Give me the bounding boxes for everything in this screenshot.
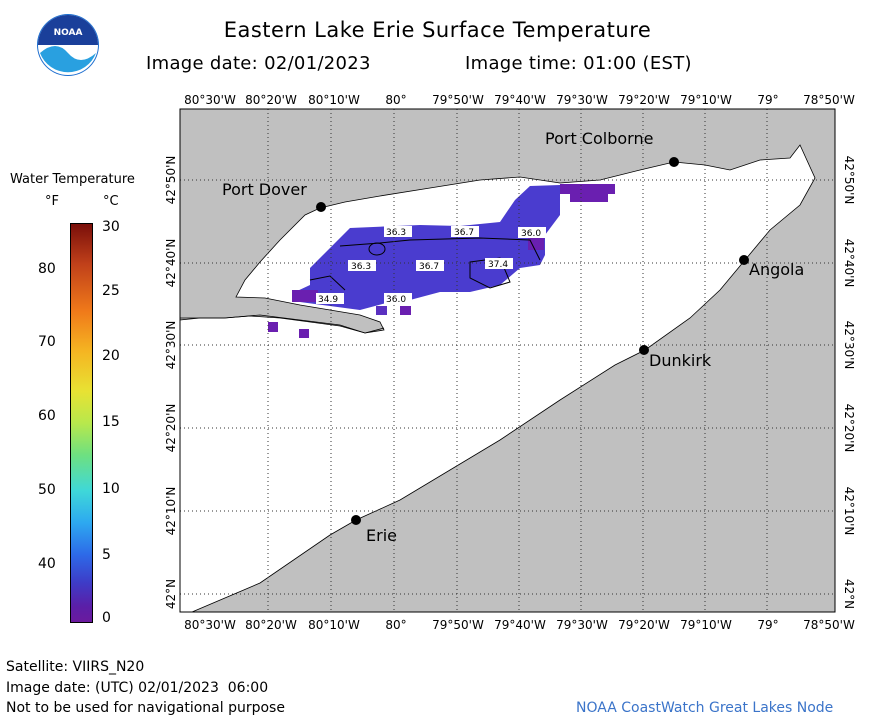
color-scale-bar: [70, 223, 93, 623]
lon-label-bottom: 79°40'W: [494, 618, 546, 632]
lat-label-right: 42°50'N: [842, 156, 856, 205]
lat-label-right: 42°20'N: [842, 404, 856, 453]
satellite-info: Satellite: VIIRS_N20: [6, 659, 145, 675]
legend-f-tick: 40: [38, 556, 56, 572]
lon-label-bottom: 80°20'W: [245, 618, 297, 632]
lon-label-top: 80°30'W: [184, 93, 236, 107]
legend-c-tick: 20: [102, 348, 120, 364]
lat-label-left: 42°40'N: [164, 239, 178, 288]
svg-text:NOAA: NOAA: [54, 28, 83, 38]
place-label: Angola: [749, 260, 804, 279]
lon-label-top: 79°10'W: [680, 93, 732, 107]
lat-label-left: 42°N: [164, 579, 178, 609]
lon-label-top: 79°30'W: [556, 93, 608, 107]
temp-label: 36.0: [386, 295, 406, 305]
utc-date: Image date: (UTC) 02/01/2023 06:00: [6, 680, 269, 696]
legend-f-tick: 70: [38, 334, 56, 350]
legend-c-tick: 5: [102, 547, 111, 563]
legend-unit-f: °F: [45, 194, 59, 209]
map-frame: [179, 108, 836, 613]
port-colborne-marker: [669, 157, 679, 167]
legend-c-tick: 10: [102, 481, 120, 497]
lon-label-bottom: 79°20'W: [618, 618, 670, 632]
noaa-credit: NOAA CoastWatch Great Lakes Node: [576, 700, 834, 716]
lon-label-bottom: 79°10'W: [680, 618, 732, 632]
legend-c-tick: 25: [102, 283, 120, 299]
temperature-field: [268, 184, 615, 338]
place-label: Erie: [366, 526, 397, 545]
lat-label-left: 42°20'N: [164, 404, 178, 453]
image-date: Image date: 02/01/2023: [146, 53, 371, 74]
lon-label-bottom: 79°30'W: [556, 618, 608, 632]
lon-label-top: 80°10'W: [308, 93, 360, 107]
dunkirk-marker: [639, 345, 649, 355]
legend-c-tick: 0: [102, 610, 111, 626]
legend-unit-c: °C: [103, 194, 119, 209]
angola-marker: [739, 255, 749, 265]
temp-label: 36.3: [351, 262, 371, 272]
port-dover-marker: [316, 202, 326, 212]
lon-label-top: 79°40'W: [494, 93, 546, 107]
temp-label: 37.4: [488, 260, 508, 270]
lat-label-left: 42°50'N: [164, 156, 178, 205]
lon-label-top: 79°50'W: [432, 93, 484, 107]
lon-label-bottom: 79°: [757, 618, 778, 632]
temp-label: 36.7: [419, 262, 439, 272]
lat-label-right: 42°30'N: [842, 321, 856, 370]
lat-label-right: 42°10'N: [842, 487, 856, 536]
lon-label-top: 79°: [757, 93, 778, 107]
lon-label-bottom: 80°30'W: [184, 618, 236, 632]
map-title: Eastern Lake Erie Surface Temperature: [223, 18, 652, 42]
place-label: Port Dover: [222, 180, 307, 199]
lon-label-top: 78°50'W: [803, 93, 855, 107]
legend-title: Water Temperature: [10, 172, 135, 187]
lon-label-bottom: 80°10'W: [308, 618, 360, 632]
legend-c-tick: 30: [102, 219, 120, 235]
lat-label-right: 42°40'N: [842, 239, 856, 288]
legend-f-tick: 60: [38, 408, 56, 424]
place-label: Dunkirk: [649, 351, 712, 370]
lat-label-right: 42°N: [842, 579, 856, 609]
erie-marker: [351, 515, 361, 525]
lon-label-top: 80°: [385, 93, 406, 107]
lon-label-bottom: 79°50'W: [432, 618, 484, 632]
temp-label: 36.0: [521, 229, 541, 239]
lon-label-bottom: 78°50'W: [803, 618, 855, 632]
noaa-logo: NOAA: [37, 14, 99, 76]
lon-label-bottom: 80°: [385, 618, 406, 632]
temp-label: 36.7: [454, 228, 474, 238]
place-label: Port Colborne: [545, 129, 653, 148]
lat-label-left: 42°30'N: [164, 321, 178, 370]
lon-label-top: 79°20'W: [618, 93, 670, 107]
temp-label: 36.3: [386, 228, 406, 238]
lon-label-top: 80°20'W: [245, 93, 297, 107]
image-time: Image time: 01:00 (EST): [465, 53, 692, 74]
disclaimer: Not to be used for navigational purpose: [6, 700, 285, 716]
temp-label: 34.9: [318, 295, 338, 305]
legend-f-tick: 50: [38, 482, 56, 498]
lat-label-left: 42°10'N: [164, 487, 178, 536]
legend-f-tick: 80: [38, 261, 56, 277]
legend-c-tick: 15: [102, 414, 120, 430]
